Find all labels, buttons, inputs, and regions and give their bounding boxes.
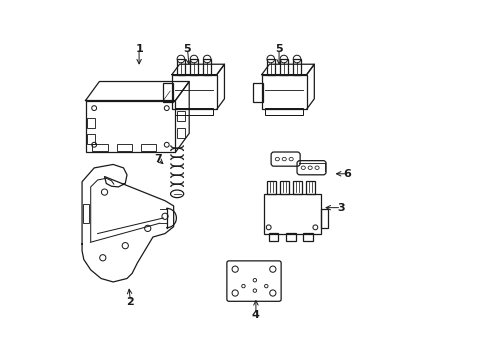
Bar (172, 75, 216, 109)
Bar (261, 75, 306, 109)
Text: 7: 7 (154, 154, 162, 164)
Bar (268, 233, 278, 241)
Bar (92, 144, 108, 150)
Bar (141, 144, 156, 150)
Text: 1: 1 (135, 44, 142, 54)
Text: 5: 5 (183, 44, 191, 54)
Bar (190, 59, 198, 75)
Bar (87, 134, 95, 144)
Bar (83, 204, 89, 223)
Bar (177, 111, 184, 121)
Text: 6: 6 (343, 169, 351, 179)
Bar (266, 181, 275, 194)
Bar (177, 59, 184, 75)
Bar (266, 59, 274, 75)
Bar (264, 108, 303, 115)
Bar (320, 210, 327, 228)
Bar (163, 83, 173, 102)
Bar (87, 118, 95, 128)
Bar (285, 233, 295, 241)
Bar (306, 181, 314, 194)
Bar (117, 144, 132, 150)
Text: 4: 4 (251, 310, 259, 320)
Bar (177, 128, 184, 138)
Bar (203, 59, 210, 75)
Bar (280, 181, 288, 194)
Text: 3: 3 (337, 203, 345, 213)
Bar (303, 233, 312, 241)
Bar (175, 108, 213, 115)
Bar (253, 83, 262, 102)
Bar (293, 59, 300, 75)
Bar (280, 59, 287, 75)
Text: 5: 5 (275, 44, 282, 54)
Bar (293, 181, 301, 194)
Bar (263, 194, 320, 234)
Text: 2: 2 (126, 297, 134, 307)
